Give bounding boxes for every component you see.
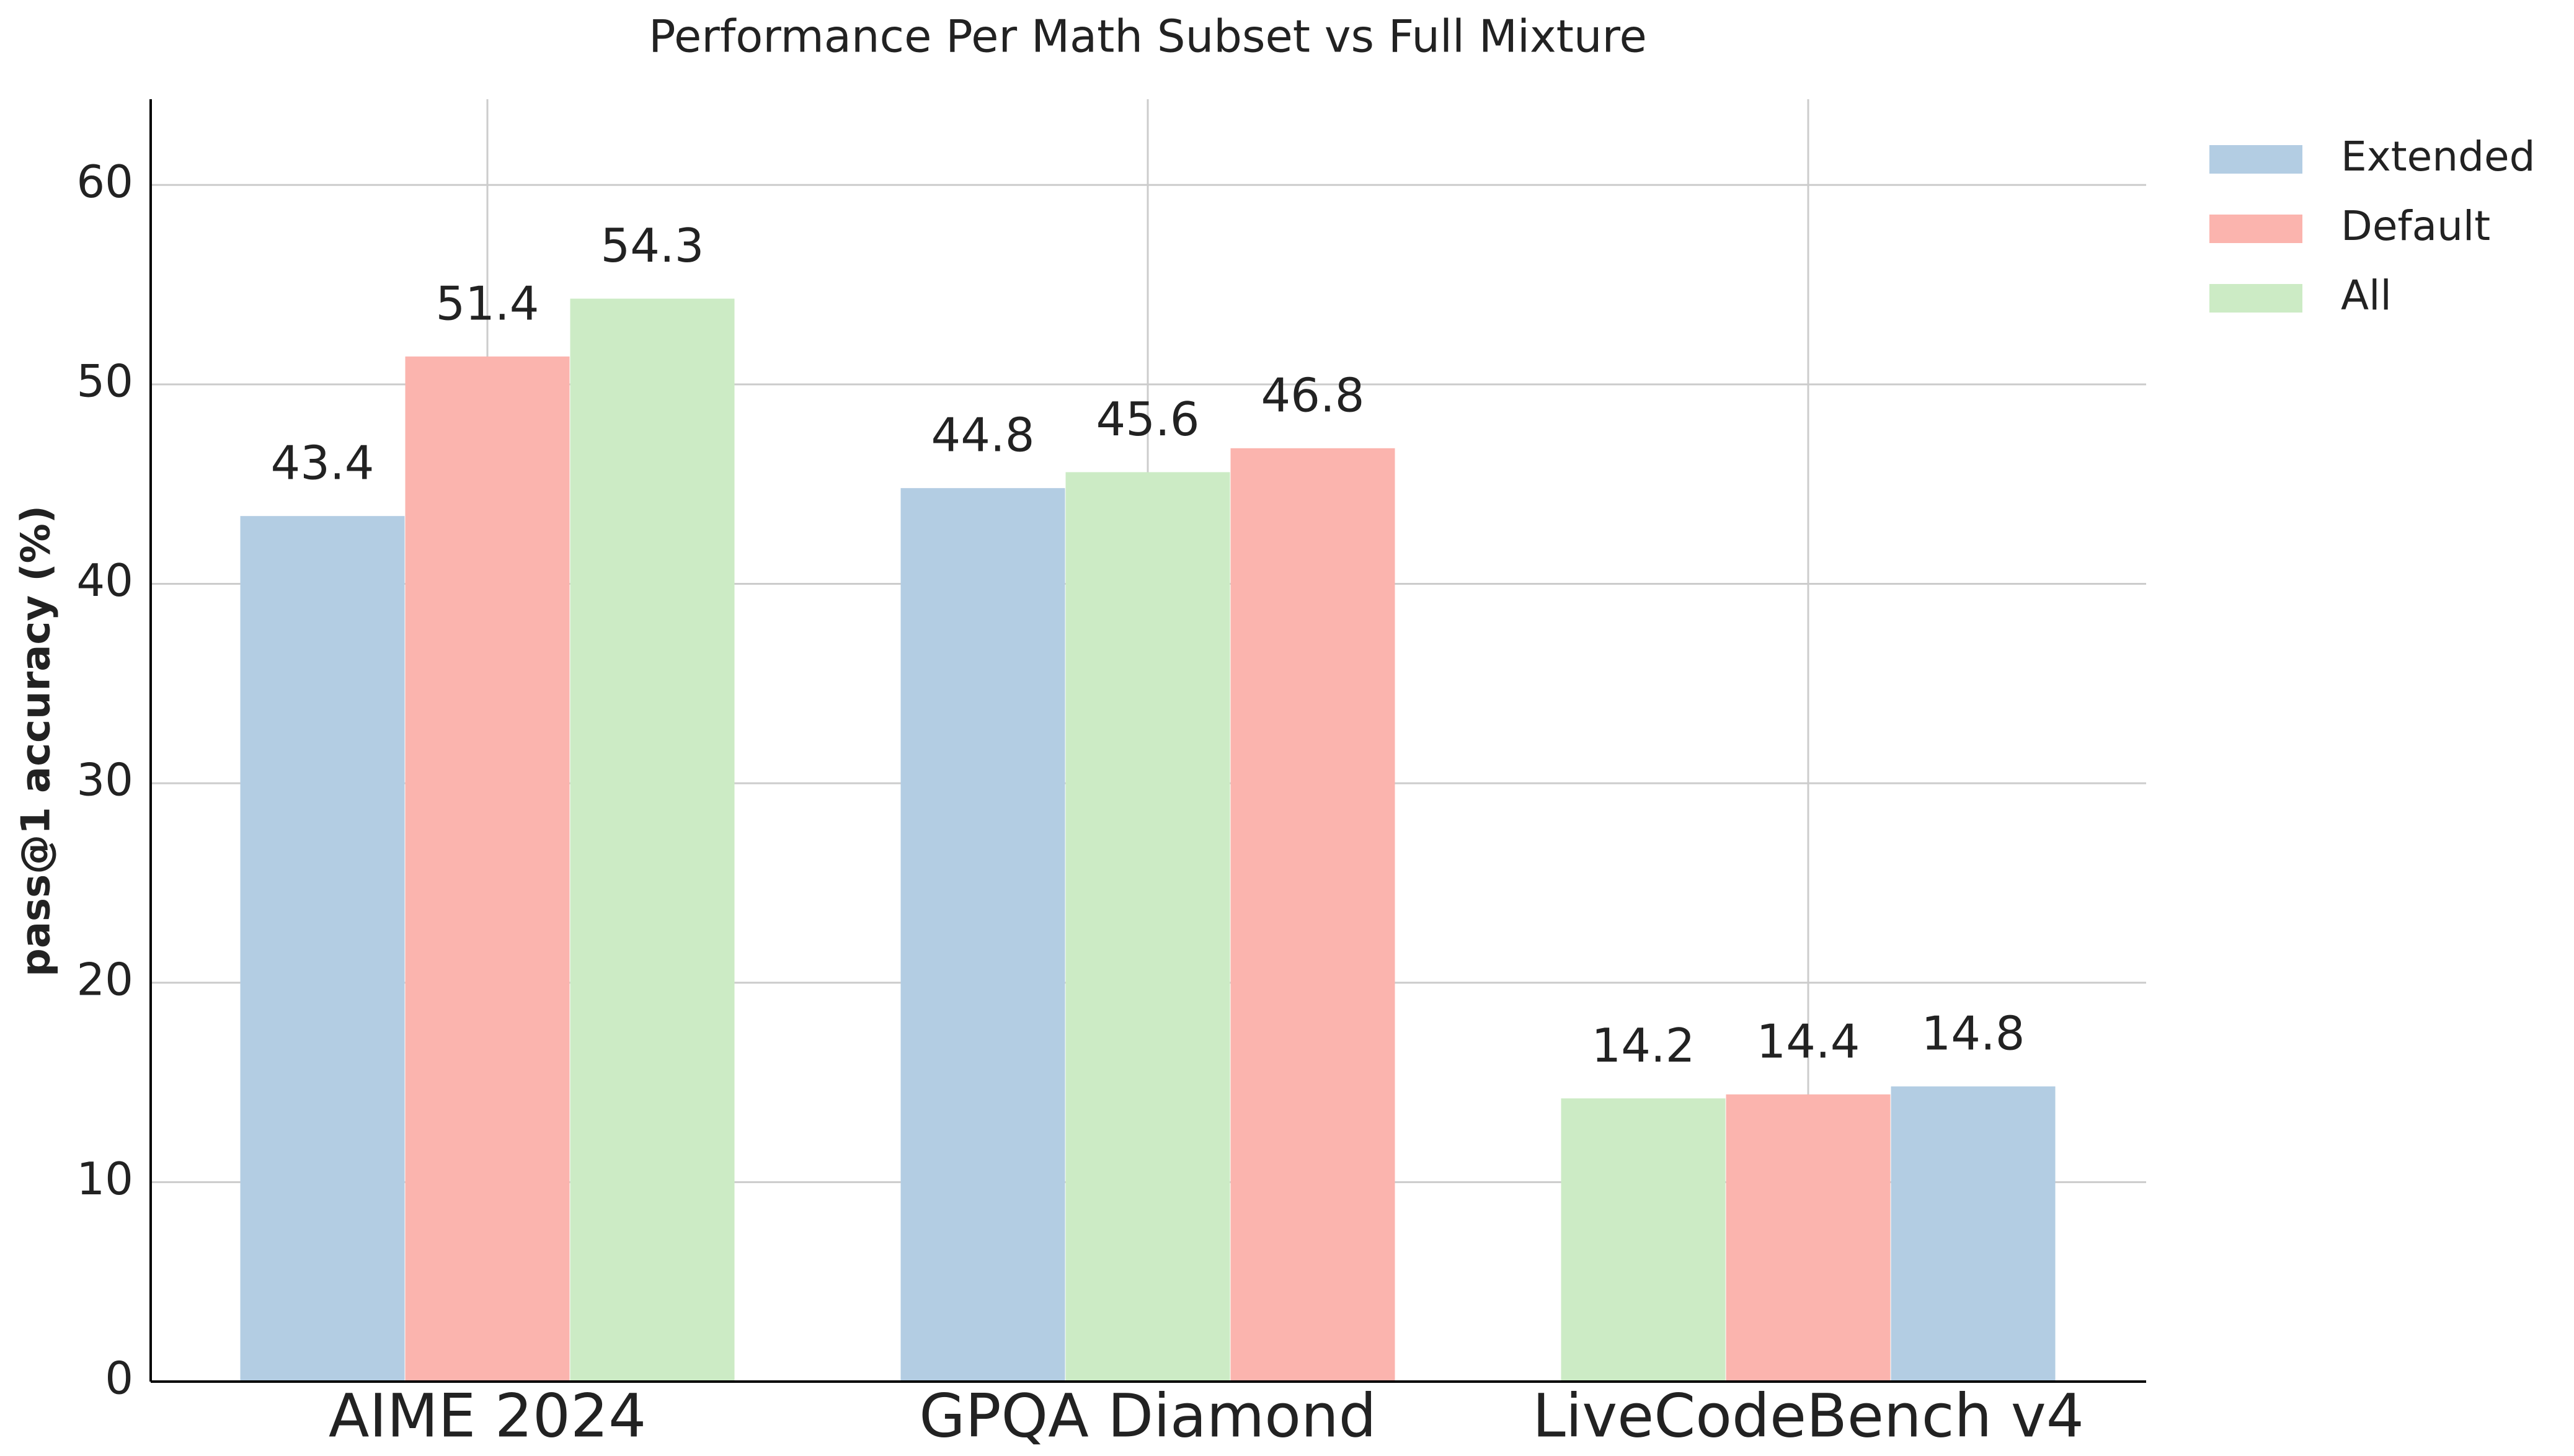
value-label: 51.4: [436, 276, 539, 331]
legend-swatch: [2209, 215, 2302, 243]
bar: [1726, 1094, 1891, 1382]
y-tick-label: 30: [76, 754, 133, 806]
x-tick-label: AIME 2024: [329, 1381, 646, 1450]
legend-label: Default: [2341, 202, 2490, 250]
y-tick-label: 60: [76, 156, 133, 208]
y-tick-label: 20: [76, 953, 133, 1005]
bar: [900, 488, 1065, 1382]
chart-title: Performance Per Math Subset vs Full Mixt…: [649, 11, 1647, 63]
bar: [1561, 1098, 1726, 1382]
y-axis-label: pass@1 accuracy (%): [14, 505, 60, 977]
bar: [1891, 1086, 2056, 1382]
bar: [1065, 472, 1230, 1382]
x-tick-label: GPQA Diamond: [919, 1381, 1376, 1450]
legend-label: All: [2341, 272, 2392, 319]
legend-label: Extended: [2341, 133, 2535, 180]
value-label: 46.8: [1261, 368, 1365, 422]
value-label: 43.4: [271, 436, 375, 491]
legend-swatch: [2209, 145, 2302, 174]
value-label: 54.3: [601, 218, 704, 273]
value-label: 14.2: [1592, 1018, 1695, 1073]
y-tick-label: 50: [76, 355, 133, 407]
bar: [1230, 448, 1395, 1382]
y-tick-label: 0: [105, 1352, 133, 1405]
bar: [570, 298, 735, 1382]
y-tick-label: 10: [76, 1153, 133, 1205]
x-tick-label: LiveCodeBench v4: [1532, 1381, 2084, 1450]
value-label: 14.4: [1757, 1014, 1860, 1068]
legend-swatch: [2209, 284, 2302, 313]
value-label: 44.8: [931, 408, 1035, 463]
y-tick-label: 40: [76, 554, 133, 606]
bar: [405, 356, 570, 1382]
value-label: 45.6: [1096, 392, 1200, 446]
bar: [240, 516, 405, 1382]
value-label: 14.8: [1922, 1006, 2025, 1061]
